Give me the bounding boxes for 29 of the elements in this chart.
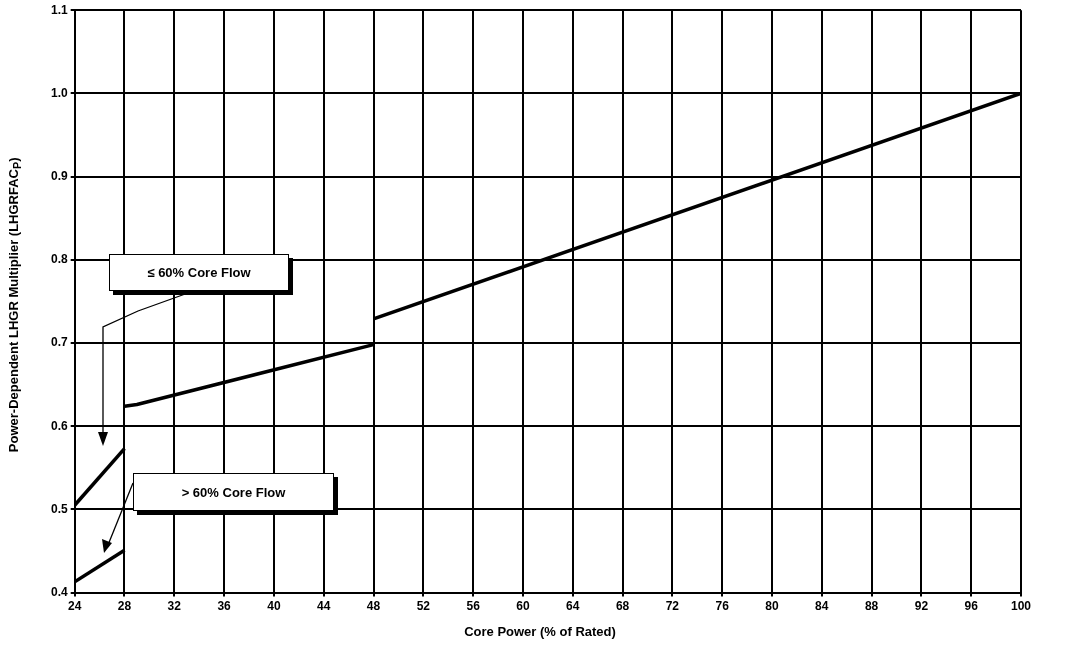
x-tick-label: 36 [217,599,232,614]
x-tick-label: 56 [466,599,481,614]
x-tick-label: 80 [765,599,779,614]
y-tick-label: 1.0 [50,85,68,100]
x-tick-label: 60 [516,599,530,614]
x-tick-label: 68 [615,599,630,614]
x-tick-label: 44 [317,599,331,614]
y-tick-label: 0.8 [50,252,68,267]
y-tick-label: 0.6 [50,418,68,433]
x-tick-label: 88 [864,599,879,614]
y-tick-label: 0.4 [50,584,68,599]
x-tick-label: 96 [964,599,979,614]
x-axis-title: Core Power (% of Rated) [463,624,617,639]
x-tick-label: 52 [416,599,431,614]
x-tick-label: 40 [267,599,281,614]
x-tick-label: 24 [68,599,82,614]
x-tick-label: 72 [665,599,680,614]
x-tick-label: 64 [566,599,580,614]
y-tick-label: 0.5 [50,501,68,516]
y-tick-label: 0.9 [50,168,68,183]
x-tick-label: 92 [914,599,929,614]
y-tick-label: 1.1 [50,2,68,17]
x-tick-label: 48 [366,599,381,614]
x-tick-label: 100 [1010,599,1032,614]
x-tick-label: 28 [117,599,132,614]
x-tick-label: 84 [815,599,829,614]
y-tick-label: 0.7 [50,335,68,350]
x-tick-label: 32 [167,599,182,614]
x-tick-label: 76 [715,599,730,614]
